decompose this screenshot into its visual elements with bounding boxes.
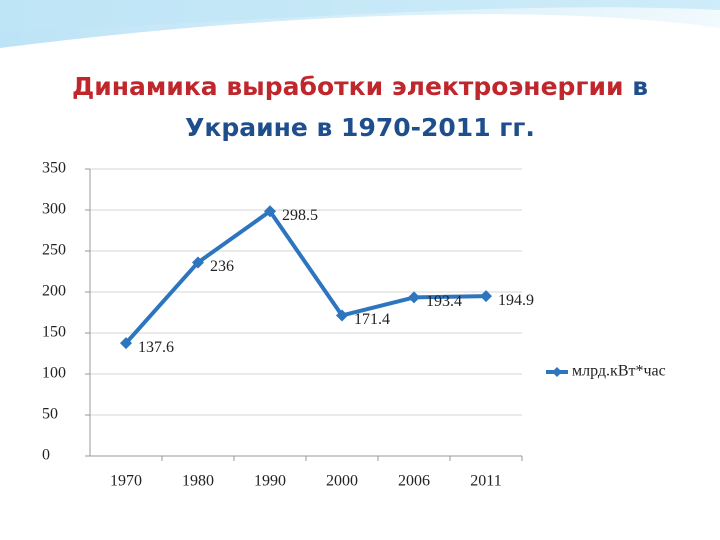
data-label: 194.9 <box>498 292 534 309</box>
series-line <box>124 209 487 345</box>
title-part: Динамика выработки электроэнергии <box>72 72 624 101</box>
x-tick-label: 2006 <box>398 473 430 490</box>
y-tick-label: 200 <box>42 283 66 300</box>
data-label: 137.6 <box>138 339 174 356</box>
marker <box>120 337 132 350</box>
marker <box>336 309 348 322</box>
data-label: 171.4 <box>354 311 390 328</box>
x-tick-label: 1990 <box>254 473 286 490</box>
marker <box>264 205 276 218</box>
y-tick-label: 50 <box>42 406 58 423</box>
x-tick-label: 1980 <box>182 473 214 490</box>
data-label: 193.4 <box>426 293 462 310</box>
y-tick-label: 350 <box>42 160 66 177</box>
legend-label: млрд.кВт*час <box>572 363 666 380</box>
data-label: 298.5 <box>282 207 318 224</box>
title-part: в <box>632 72 648 101</box>
y-tick-label: 0 <box>42 447 50 464</box>
legend-marker <box>552 367 562 377</box>
chart-title: Украине в 1970-2011 гг. <box>185 113 535 142</box>
x-tick-label: 2000 <box>326 473 358 490</box>
marker <box>408 291 420 304</box>
header-swoosh <box>0 0 720 32</box>
data-label: 236 <box>210 258 234 275</box>
chart-title: Динамика выработки электроэнергии в <box>72 72 648 101</box>
y-tick-label: 300 <box>42 201 66 218</box>
y-tick-label: 100 <box>42 365 66 382</box>
y-tick-label: 150 <box>42 324 66 341</box>
marker <box>192 256 204 269</box>
marker <box>480 290 492 303</box>
x-tick-label: 1970 <box>110 473 142 490</box>
y-tick-label: 250 <box>42 242 66 259</box>
x-tick-label: 2011 <box>470 473 501 490</box>
